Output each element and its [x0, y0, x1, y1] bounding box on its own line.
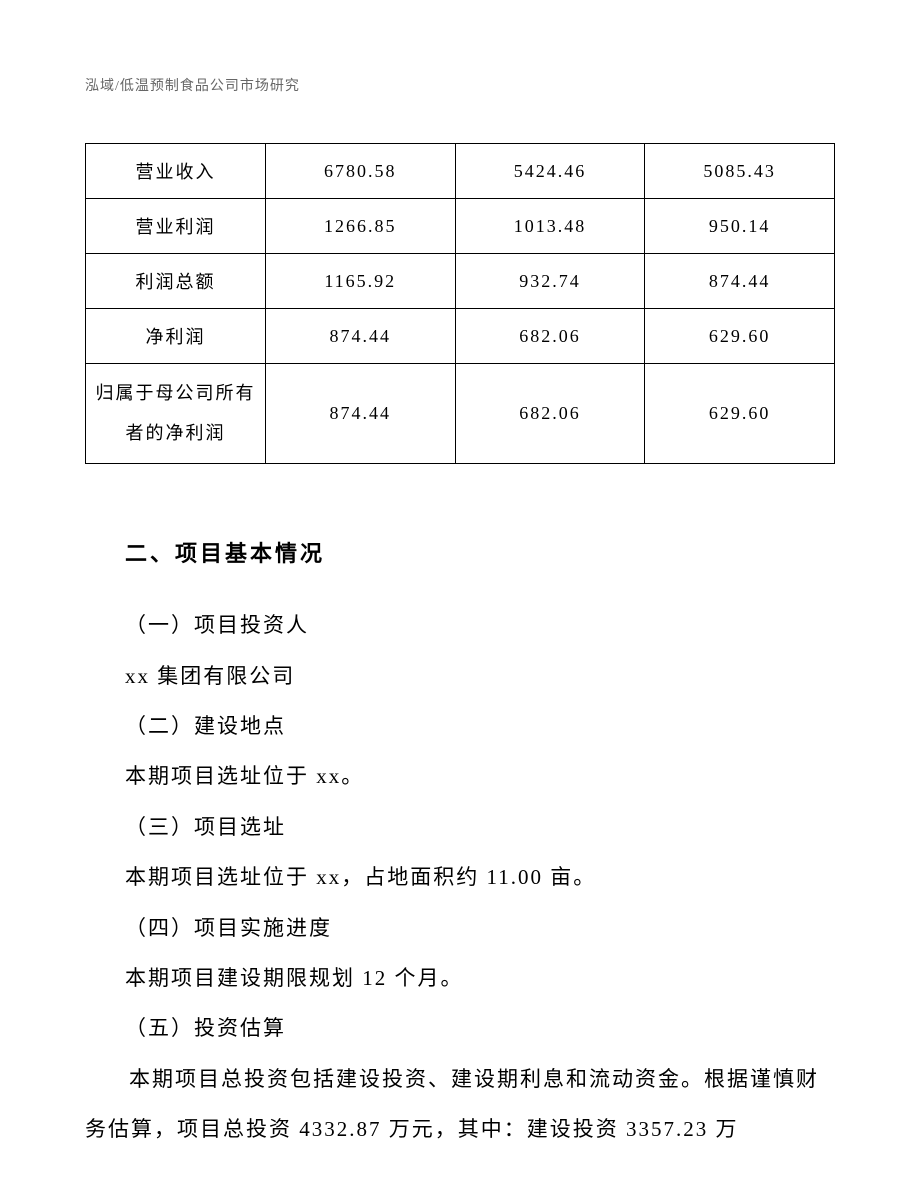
document-page: 泓域/低温预制食品公司市场研究 营业收入 6780.58 5424.46 508… [0, 0, 920, 1154]
table-row: 营业利润 1266.85 1013.48 950.14 [86, 199, 835, 254]
subsection-heading: （三）项目选址 [125, 802, 835, 852]
cell-value: 682.06 [455, 364, 645, 464]
subsection-heading: （一）项目投资人 [125, 600, 835, 650]
cell-value: 629.60 [645, 364, 835, 464]
table-row: 利润总额 1165.92 932.74 874.44 [86, 254, 835, 309]
cell-value: 682.06 [455, 309, 645, 364]
subsection-heading: （四）项目实施进度 [125, 903, 835, 953]
row-label: 净利润 [86, 309, 266, 364]
cell-value: 5085.43 [645, 144, 835, 199]
table-row: 归属于母公司所有者的净利润 874.44 682.06 629.60 [86, 364, 835, 464]
cell-value: 950.14 [645, 199, 835, 254]
row-label: 营业利润 [86, 199, 266, 254]
body-line: xx 集团有限公司 [125, 651, 835, 701]
cell-value: 1013.48 [455, 199, 645, 254]
row-label: 营业收入 [86, 144, 266, 199]
body-paragraph: 本期项目总投资包括建设投资、建设期利息和流动资金。根据谨慎财务估算，项目总投资 … [85, 1054, 835, 1155]
cell-value: 1266.85 [265, 199, 455, 254]
subsection-heading: （五）投资估算 [125, 1003, 835, 1053]
subsection-heading: （二）建设地点 [125, 701, 835, 751]
section-heading: 二、项目基本情况 [125, 536, 835, 568]
cell-value: 874.44 [265, 309, 455, 364]
body-line: 本期项目选址位于 xx。 [125, 751, 835, 801]
body-line: 本期项目选址位于 xx，占地面积约 11.00 亩。 [125, 852, 835, 902]
row-label: 归属于母公司所有者的净利润 [86, 364, 266, 464]
cell-value: 874.44 [645, 254, 835, 309]
cell-value: 629.60 [645, 309, 835, 364]
table-row: 净利润 874.44 682.06 629.60 [86, 309, 835, 364]
body-line: 本期项目建设期限规划 12 个月。 [125, 953, 835, 1003]
financial-table: 营业收入 6780.58 5424.46 5085.43 营业利润 1266.8… [85, 143, 835, 464]
cell-value: 932.74 [455, 254, 645, 309]
page-header: 泓域/低温预制食品公司市场研究 [85, 75, 835, 95]
row-label: 利润总额 [86, 254, 266, 309]
cell-value: 5424.46 [455, 144, 645, 199]
cell-value: 6780.58 [265, 144, 455, 199]
table-row: 营业收入 6780.58 5424.46 5085.43 [86, 144, 835, 199]
cell-value: 1165.92 [265, 254, 455, 309]
cell-value: 874.44 [265, 364, 455, 464]
